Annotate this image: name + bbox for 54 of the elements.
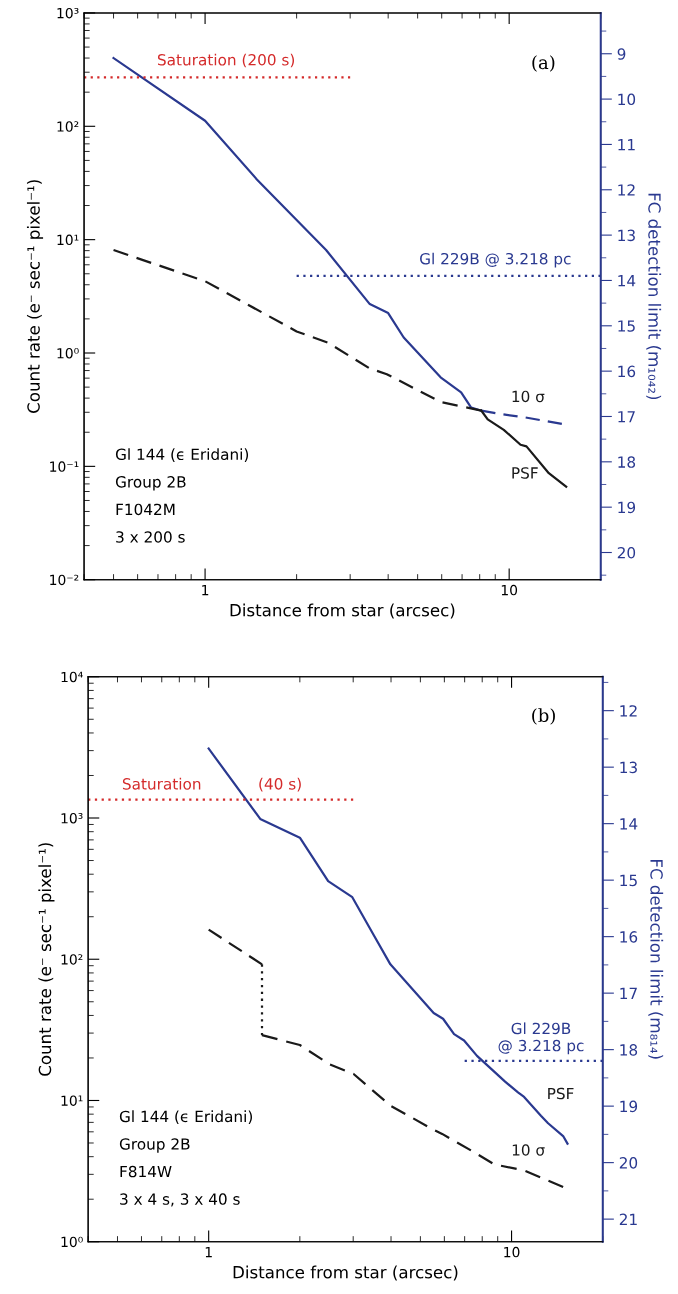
y-tick-label: 10⁰ (61, 1236, 83, 1248)
y2-tick-label: 18 (618, 456, 636, 468)
y-tick-label: 10⁰ (57, 347, 79, 359)
annotation: 10 σ (512, 390, 545, 403)
y2-tick-label: 16 (620, 931, 638, 943)
annotation: Gl 229B @ 3.218 pc (420, 252, 571, 268)
annotation: Gl 144 (ϵ Eridani) Group 2B F814W 3 x 4 s, 3 x 40 s (119, 1110, 252, 1207)
y-tick-label: 10⁴ (61, 671, 83, 683)
y-tick-label: 10³ (57, 7, 79, 19)
y2-tick-label: 12 (618, 184, 635, 196)
y-tick-label: 10² (61, 954, 83, 965)
y-tick-label: 10² (57, 121, 79, 132)
annotation: Gl 144 (ϵ Eridani) Group 2B F1042M 3 x 200 s (115, 448, 249, 543)
y-tick-label: 10¹ (61, 1095, 83, 1106)
annotation: Saturation (122, 777, 201, 790)
y2-tick-label: 15 (620, 874, 637, 887)
x-axis-title: Distance from star (arcsec) (233, 1265, 458, 1281)
annotation: Saturation (200 s) (157, 53, 295, 68)
annotation: (a) (532, 55, 555, 72)
y-tick-label: 10³ (61, 812, 83, 824)
y-tick-label: 10⁻¹ (50, 461, 79, 472)
y2-tick-label: 19 (620, 1100, 638, 1113)
y2-tick-label: 13 (620, 761, 637, 774)
y2-tick-label: 11 (618, 139, 635, 151)
y2-tick-label: 13 (618, 229, 635, 242)
y2-tick-label: 21 (619, 1213, 637, 1225)
x-tick-label: 1 (202, 585, 209, 596)
annotation: PSF (548, 1087, 574, 1100)
y2-tick-label: 12 (620, 705, 637, 717)
y2-tick-label: 19 (618, 501, 636, 514)
y2-tick-label: 15 (618, 320, 635, 332)
annotation: (40 s) (259, 777, 301, 792)
y2-tick-label: 10 (618, 93, 636, 106)
annotation: Gl 229B @ 3.218 pc (498, 1022, 584, 1055)
y2-tick-label: 20 (619, 1157, 638, 1169)
y-tick-label: 10⁻² (50, 574, 79, 586)
y2-tick-label: 14 (620, 818, 638, 830)
y-axis-title: Count rate (e⁻ sec⁻¹ pixel⁻¹) (26, 180, 44, 413)
y2-axis-title: FC detection limit (m₁₀₄₂) (646, 193, 662, 400)
annotation: 10 σ (512, 1144, 545, 1156)
annotation: (b) (532, 708, 555, 725)
y2-tick-label: 17 (618, 411, 635, 423)
y2-tick-label: 17 (620, 987, 637, 999)
x-axis-title: Distance from star (arcsec) (230, 603, 455, 619)
y2-tick-label: 20 (617, 546, 636, 559)
y2-tick-label: 18 (620, 1044, 638, 1056)
y-axis-title: Count rate (e⁻ sec⁻¹ pixel⁻¹) (38, 843, 55, 1076)
x-tick-label: 1 (205, 1247, 212, 1258)
y2-tick-label: 16 (618, 365, 636, 378)
y2-tick-label: 14 (618, 275, 636, 287)
annotation: PSF (512, 467, 538, 479)
y-tick-label: 10¹ (57, 234, 79, 246)
y2-axis-title: FC detection limit (m₈₁₄) (648, 859, 664, 1059)
y2-tick-label: 9 (617, 48, 626, 60)
